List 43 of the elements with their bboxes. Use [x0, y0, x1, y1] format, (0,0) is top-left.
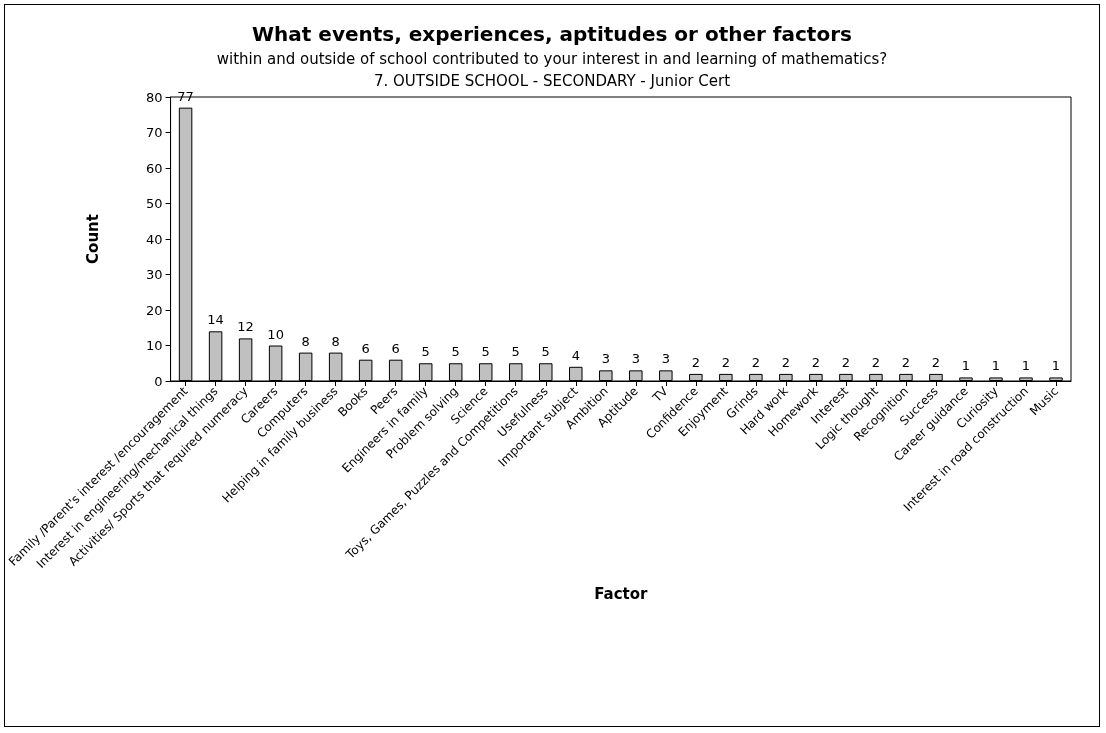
data-label: 5	[541, 344, 550, 360]
y-axis-title: Count	[84, 214, 103, 264]
data-label: 2	[841, 354, 851, 370]
data-label: 2	[721, 354, 730, 370]
data-label: 8	[331, 333, 340, 349]
data-label: 5	[451, 344, 460, 360]
data-label: 77	[177, 88, 194, 104]
data-label: 8	[301, 333, 310, 349]
data-label: 3	[661, 351, 670, 367]
data-label: 2	[931, 354, 941, 370]
y-tick-label: 10	[146, 338, 163, 353]
data-label: 12	[237, 319, 254, 335]
data-label: 1	[961, 358, 971, 374]
data-label: 2	[871, 354, 881, 370]
data-label: 6	[391, 340, 400, 356]
data-label: 2	[781, 354, 791, 370]
data-label: 2	[901, 354, 911, 370]
y-tick-label: 70	[146, 125, 163, 140]
data-label: 5	[421, 344, 430, 360]
data-label: 2	[751, 354, 760, 370]
data-label: 2	[811, 354, 821, 370]
y-tick-label: 0	[154, 373, 163, 389]
data-label: 1	[991, 358, 1001, 374]
data-label: 6	[361, 340, 370, 356]
y-tick-label: 40	[146, 231, 163, 247]
chart-title: What events, experiences, aptitudes or other factors	[252, 22, 852, 46]
data-label: 4	[571, 347, 580, 363]
y-tick-label: 30	[146, 267, 163, 282]
data-label: 5	[481, 344, 490, 360]
y-tick-label: 60	[146, 160, 163, 176]
y-tick-label: 20	[146, 302, 163, 318]
x-axis-title: Factor	[594, 584, 649, 603]
data-label: 3	[631, 351, 640, 367]
y-tick-label: 50	[146, 196, 163, 211]
data-label: 5	[511, 344, 520, 360]
data-label: 1	[1021, 358, 1031, 374]
chart-subtitle: within and outside of school contributed to your interest in and learning of mathematics? 7. OUTSIDE SCHOOL - SECONDARY - Junior Cert	[216, 50, 888, 90]
data-label: 3	[601, 351, 610, 367]
data-label: 14	[207, 312, 224, 328]
data-label: 10	[267, 326, 284, 342]
data-label: 2	[691, 354, 700, 370]
data-label: 1	[1051, 358, 1061, 374]
y-tick-label: 80	[146, 89, 163, 105]
